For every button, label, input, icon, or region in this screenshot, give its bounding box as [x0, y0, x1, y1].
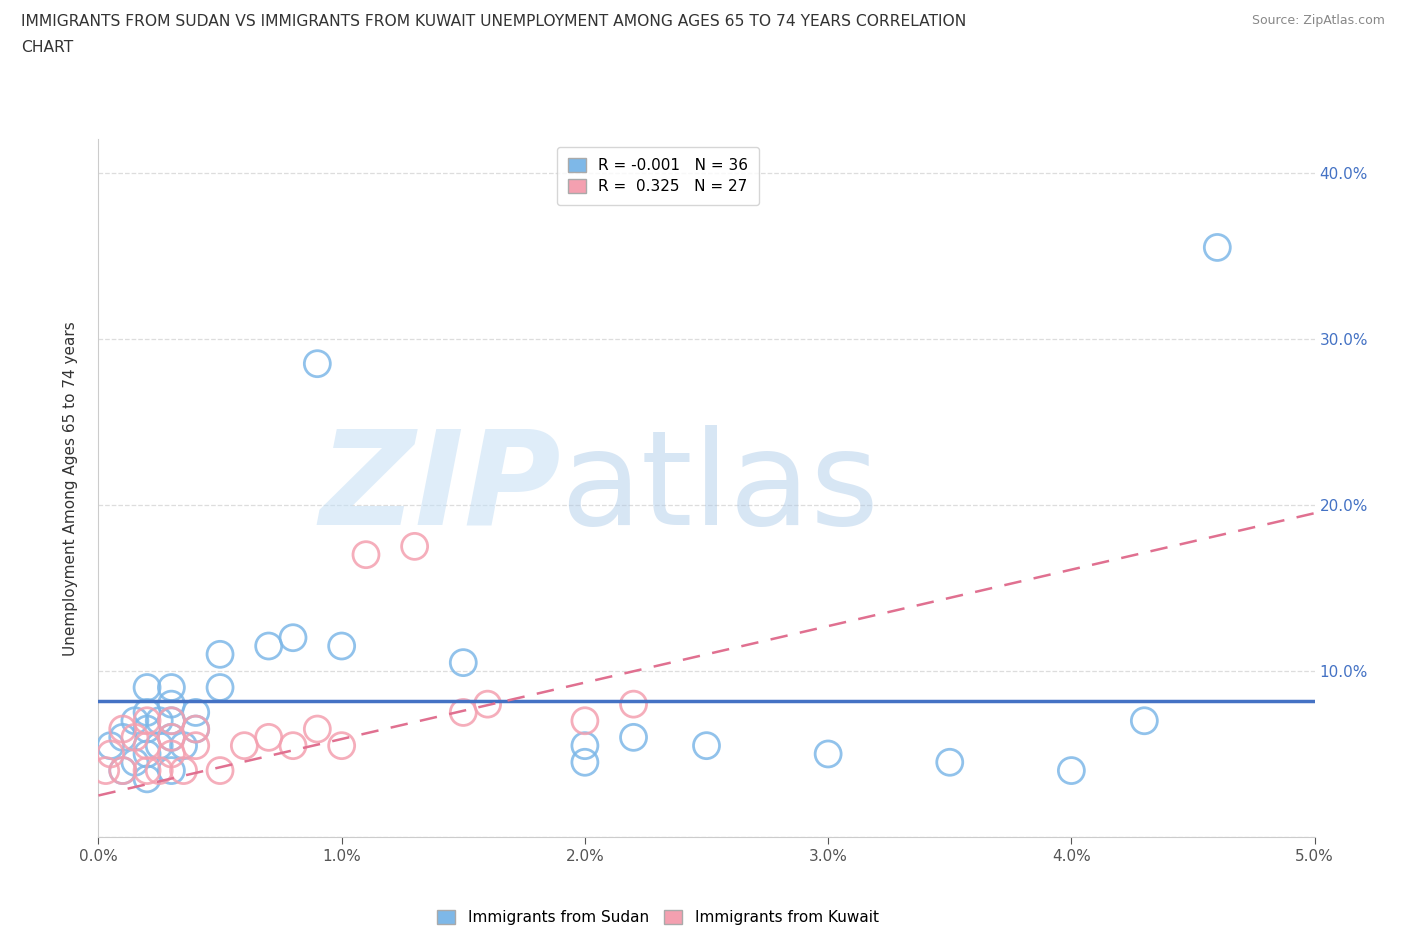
Point: [160, 713, 183, 728]
Point: [257, 639, 280, 654]
Point: [160, 697, 183, 711]
Text: CHART: CHART: [21, 40, 73, 55]
Point: [453, 656, 475, 671]
Point: [209, 647, 232, 662]
Point: [1133, 713, 1156, 728]
Point: [111, 730, 134, 745]
Point: [307, 356, 329, 371]
Point: [136, 722, 159, 737]
Point: [354, 547, 377, 562]
Point: [136, 713, 159, 728]
Point: [94, 764, 117, 778]
Point: [100, 747, 122, 762]
Point: [623, 697, 645, 711]
Point: [574, 713, 596, 728]
Point: [160, 713, 183, 728]
Point: [136, 764, 159, 778]
Text: atlas: atlas: [561, 425, 880, 551]
Point: [209, 680, 232, 695]
Point: [184, 705, 207, 720]
Point: [160, 747, 183, 762]
Point: [453, 705, 475, 720]
Point: [184, 722, 207, 737]
Point: [136, 738, 159, 753]
Point: [136, 772, 159, 787]
Point: [233, 738, 256, 753]
Point: [574, 738, 596, 753]
Point: [124, 730, 146, 745]
Point: [136, 747, 159, 762]
Point: [817, 747, 839, 762]
Point: [160, 680, 183, 695]
Point: [173, 738, 195, 753]
Point: [136, 680, 159, 695]
Point: [111, 764, 134, 778]
Point: [623, 730, 645, 745]
Point: [124, 713, 146, 728]
Legend: Immigrants from Sudan, Immigrants from Kuwait: Immigrants from Sudan, Immigrants from K…: [432, 904, 884, 930]
Point: [148, 764, 170, 778]
Point: [111, 722, 134, 737]
Point: [330, 639, 353, 654]
Point: [184, 738, 207, 753]
Point: [173, 764, 195, 778]
Point: [148, 738, 170, 753]
Point: [281, 631, 304, 645]
Point: [160, 730, 183, 745]
Point: [1060, 764, 1083, 778]
Point: [257, 730, 280, 745]
Point: [160, 730, 183, 745]
Point: [281, 738, 304, 753]
Text: Source: ZipAtlas.com: Source: ZipAtlas.com: [1251, 14, 1385, 27]
Text: IMMIGRANTS FROM SUDAN VS IMMIGRANTS FROM KUWAIT UNEMPLOYMENT AMONG AGES 65 TO 74: IMMIGRANTS FROM SUDAN VS IMMIGRANTS FROM…: [21, 14, 966, 29]
Point: [100, 738, 122, 753]
Point: [184, 722, 207, 737]
Point: [307, 722, 329, 737]
Point: [477, 697, 499, 711]
Point: [696, 738, 718, 753]
Point: [160, 764, 183, 778]
Point: [136, 705, 159, 720]
Point: [404, 539, 426, 554]
Point: [111, 764, 134, 778]
Point: [124, 755, 146, 770]
Point: [939, 755, 962, 770]
Point: [574, 755, 596, 770]
Point: [330, 738, 353, 753]
Point: [148, 713, 170, 728]
Point: [1206, 240, 1229, 255]
Y-axis label: Unemployment Among Ages 65 to 74 years: Unemployment Among Ages 65 to 74 years: [63, 321, 77, 656]
Point: [209, 764, 232, 778]
Text: ZIP: ZIP: [319, 425, 561, 551]
